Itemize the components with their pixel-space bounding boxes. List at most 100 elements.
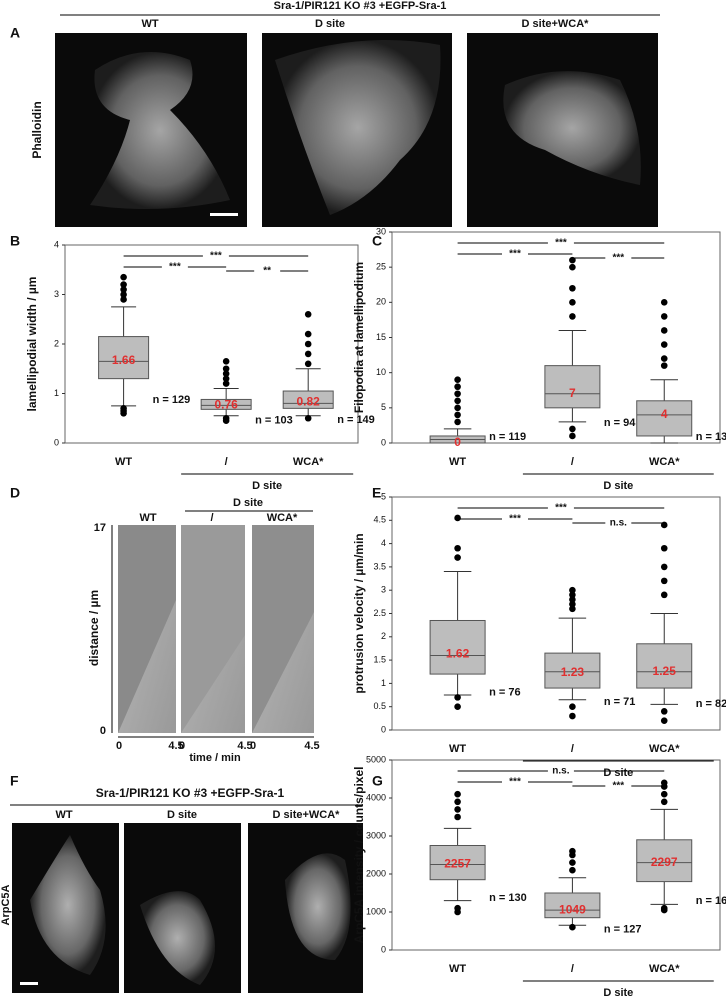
y-axis-label: protrusion velocity / µm/min — [352, 533, 366, 693]
outlier — [660, 563, 668, 571]
y-tick-label: 2 — [54, 338, 59, 348]
y-tick-label: 0 — [381, 437, 386, 447]
outlier — [304, 311, 312, 318]
outlier — [304, 340, 312, 348]
y-tick-label: 10 — [376, 367, 386, 377]
outlier — [454, 397, 461, 405]
micrograph-row — [12, 823, 363, 993]
outlier — [569, 866, 576, 874]
x-tick-label: 4.5 — [168, 740, 183, 752]
n-label: n = 103 — [255, 414, 293, 426]
outlier — [569, 263, 576, 271]
significance-label: *** — [509, 249, 521, 260]
x-tick-label: / — [225, 456, 228, 468]
significance-label: *** — [509, 514, 521, 525]
y-tick-label: 2000 — [366, 868, 386, 878]
y-tick-label: 4 — [381, 538, 386, 548]
x-axis-label: time / min — [189, 752, 241, 764]
significance-label: *** — [169, 262, 181, 273]
group-label: D site — [603, 987, 633, 999]
outlier — [454, 514, 461, 522]
outlier — [454, 703, 461, 710]
outlier — [569, 847, 576, 855]
column-label: D site — [315, 18, 345, 30]
box — [636, 839, 693, 883]
y-tick-label: 2 — [381, 631, 386, 641]
panel-label: D — [10, 485, 20, 501]
outlier — [222, 358, 230, 365]
y-axis-label: ArpC5A intensity / counts/pixel — [352, 767, 366, 944]
column-label: D site — [167, 809, 197, 821]
y-tick-label: 0 — [381, 724, 386, 734]
outlier — [660, 299, 668, 306]
outlier — [569, 586, 576, 594]
n-label: n = 129 — [153, 394, 191, 406]
outlier — [660, 708, 668, 715]
y-tick-label: 15 — [376, 332, 386, 342]
mean-label: 1049 — [559, 902, 586, 916]
mean-label: 7 — [569, 386, 576, 400]
outlier — [454, 390, 461, 398]
y-tick-label: 4.5 — [373, 515, 386, 525]
outlier — [569, 313, 576, 320]
outlier — [454, 376, 461, 384]
outlier — [454, 418, 461, 426]
group-label: D site — [603, 767, 633, 779]
outlier — [454, 790, 461, 798]
n-label: n = 127 — [604, 923, 642, 935]
y-axis-label: Filopodia at lamellipodium — [352, 262, 366, 413]
x-tick-label: / — [571, 456, 574, 468]
outlier — [454, 411, 461, 419]
outlier — [569, 600, 576, 608]
y-tick-label: 3.5 — [373, 561, 386, 571]
mean-label: 4 — [661, 407, 668, 421]
column-label: WCA* — [267, 512, 298, 524]
box — [636, 643, 693, 689]
y-tick-label: 2.5 — [373, 608, 386, 618]
panel-header: Sra-1/PIR121 KO #3 +EGFP-Sra-1 — [96, 786, 285, 800]
mean-label: 1.66 — [112, 353, 136, 367]
y-tick-label: 1000 — [366, 906, 386, 916]
y-tick-label: 5 — [381, 491, 386, 501]
box — [544, 365, 601, 409]
n-label: n = 119 — [489, 431, 526, 443]
outlier — [660, 717, 668, 724]
column-label: D site+WCA* — [273, 809, 341, 821]
y-tick-label: 30 — [376, 226, 386, 236]
row-label: ArpC5A — [0, 884, 12, 925]
x-tick-label: / — [571, 743, 574, 755]
mean-label: 0.76 — [214, 398, 238, 412]
outlier — [660, 355, 668, 362]
group-label: D site — [233, 497, 263, 509]
y-axis-label: distance / µm — [87, 590, 101, 666]
mean-label: 1.23 — [561, 665, 585, 679]
micrograph-row — [55, 33, 658, 227]
plot-frame — [391, 759, 721, 951]
significance-label: *** — [509, 777, 521, 788]
outlier — [660, 362, 668, 369]
figure-header: Sra-1/PIR121 KO #3 +EGFP-Sra-1 — [274, 0, 447, 12]
n-label: n = 169 — [696, 895, 726, 907]
x-tick-label: 0 — [116, 740, 122, 752]
outlier — [569, 299, 576, 306]
outlier — [569, 605, 576, 613]
kymographs — [118, 525, 314, 733]
outlier — [660, 906, 668, 914]
outlier — [660, 790, 668, 798]
n-label: n = 94 — [604, 417, 636, 429]
outlier — [660, 779, 668, 787]
outlier — [304, 414, 312, 422]
mean-label: 2257 — [444, 856, 471, 870]
outlier — [304, 350, 312, 358]
y-tick-label: 1.5 — [373, 654, 386, 664]
y-tick-label: 3000 — [366, 830, 386, 840]
outlier — [569, 923, 576, 931]
outlier — [454, 806, 461, 813]
y-tick-label: 4 — [54, 239, 59, 249]
outlier — [454, 798, 461, 806]
significance-label: n.s. — [552, 766, 569, 777]
box — [429, 619, 486, 675]
outlier — [569, 712, 576, 720]
mean-label: 0.82 — [297, 395, 321, 409]
